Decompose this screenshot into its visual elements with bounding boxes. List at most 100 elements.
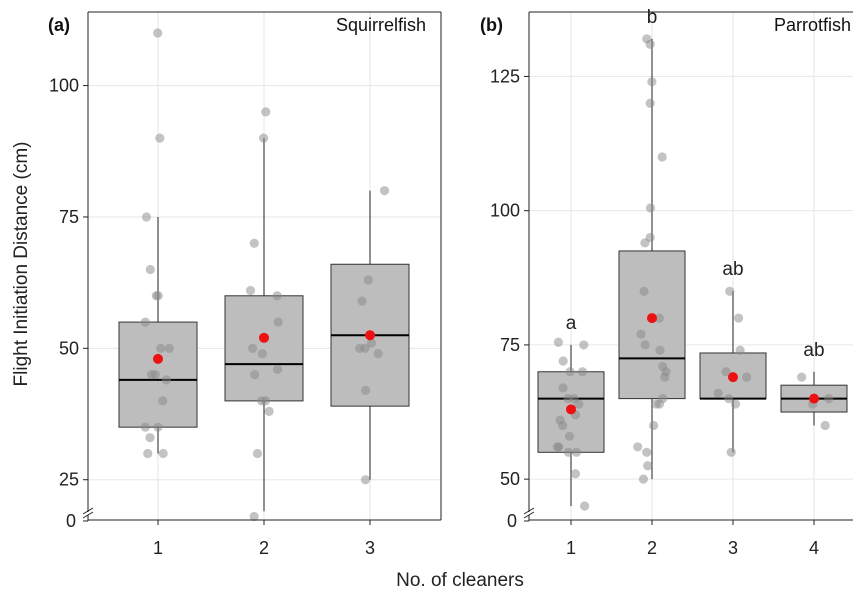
significance-label: ab (722, 259, 743, 280)
data-point (724, 394, 734, 404)
data-point (158, 396, 168, 406)
data-point (260, 396, 271, 406)
x-tick-label: 1 (153, 538, 163, 558)
data-point (579, 340, 589, 350)
data-point (725, 286, 735, 296)
y-tick-label: 50 (59, 338, 79, 358)
data-point (580, 501, 590, 511)
data-point (373, 348, 383, 359)
data-point (638, 474, 649, 484)
data-point (558, 420, 568, 431)
panel-title: Parrotfish (774, 15, 851, 35)
data-point (636, 329, 646, 339)
data-point (640, 340, 650, 350)
data-point (249, 238, 259, 248)
data-point (164, 343, 174, 353)
data-point (574, 399, 584, 409)
axis-break-mark (523, 511, 535, 519)
data-point (633, 442, 643, 452)
x-axis-label: No. of cleaners (396, 570, 524, 591)
mean-point (728, 372, 738, 383)
data-point (357, 296, 367, 306)
data-point (379, 186, 390, 196)
axis-break-mark (82, 511, 94, 519)
data-point (153, 291, 163, 301)
data-point (820, 420, 830, 431)
data-point (360, 385, 371, 395)
data-point (272, 291, 282, 301)
data-point (140, 317, 150, 327)
y-tick-label: 25 (59, 470, 79, 490)
x-tick-label: 3 (728, 538, 738, 558)
data-point (245, 285, 256, 296)
panel-label: (b) (480, 15, 503, 35)
data-point (553, 337, 563, 347)
data-point (363, 275, 373, 285)
data-point (660, 372, 670, 382)
data-point (257, 348, 267, 359)
data-point (145, 264, 155, 275)
data-point (563, 447, 573, 457)
data-point (742, 372, 752, 382)
significance-label: b (647, 7, 658, 28)
data-point (261, 107, 271, 117)
data-point (797, 372, 807, 382)
data-point (564, 431, 575, 441)
data-point (259, 133, 269, 143)
y-axis-label: Flight Initiation Distance (cm) (11, 142, 32, 387)
mean-point (647, 313, 657, 324)
data-point (639, 286, 649, 296)
data-point (145, 433, 155, 443)
data-point (558, 356, 568, 366)
x-tick-label: 4 (809, 538, 819, 558)
y-tick-label: 100 (49, 76, 79, 96)
data-point (355, 343, 365, 353)
mean-point (809, 393, 819, 404)
panel-label: (a) (48, 15, 70, 35)
data-point (366, 338, 377, 348)
box (118, 321, 198, 428)
data-point (733, 313, 744, 323)
data-point (645, 203, 656, 213)
y-tick-label-zero: 0 (66, 511, 76, 531)
mean-point (365, 330, 375, 341)
data-point (657, 152, 667, 162)
data-point (250, 370, 260, 380)
data-point (273, 317, 283, 327)
mean-point (259, 332, 269, 343)
data-point (158, 448, 168, 459)
data-point (735, 345, 745, 355)
panel-title: Squirrelfish (336, 15, 426, 35)
data-point (651, 399, 661, 409)
data-point (248, 343, 258, 353)
x-tick-label: 1 (566, 538, 576, 558)
y-tick-label: 125 (490, 66, 520, 86)
y-tick-label: 100 (490, 201, 520, 221)
box (224, 295, 304, 402)
data-point (252, 448, 263, 459)
data-point (249, 511, 259, 522)
data-point (721, 367, 731, 377)
data-point (824, 394, 834, 404)
data-point (146, 370, 157, 380)
data-point (141, 212, 152, 222)
data-point (156, 343, 166, 353)
data-point (649, 420, 659, 431)
axis-break-mark (523, 507, 535, 515)
data-point (273, 364, 283, 374)
mean-point (566, 404, 576, 415)
y-tick-label: 50 (500, 469, 520, 489)
data-point (570, 469, 581, 479)
data-point (143, 448, 153, 459)
data-point (155, 133, 165, 143)
data-point (730, 399, 741, 409)
data-point (647, 77, 657, 87)
data-point (645, 39, 655, 49)
data-point (264, 406, 274, 417)
data-point (655, 345, 665, 355)
y-tick-label: 75 (59, 207, 79, 227)
y-tick-label-zero: 0 (507, 511, 517, 531)
data-point (360, 475, 371, 485)
data-point (565, 367, 575, 377)
